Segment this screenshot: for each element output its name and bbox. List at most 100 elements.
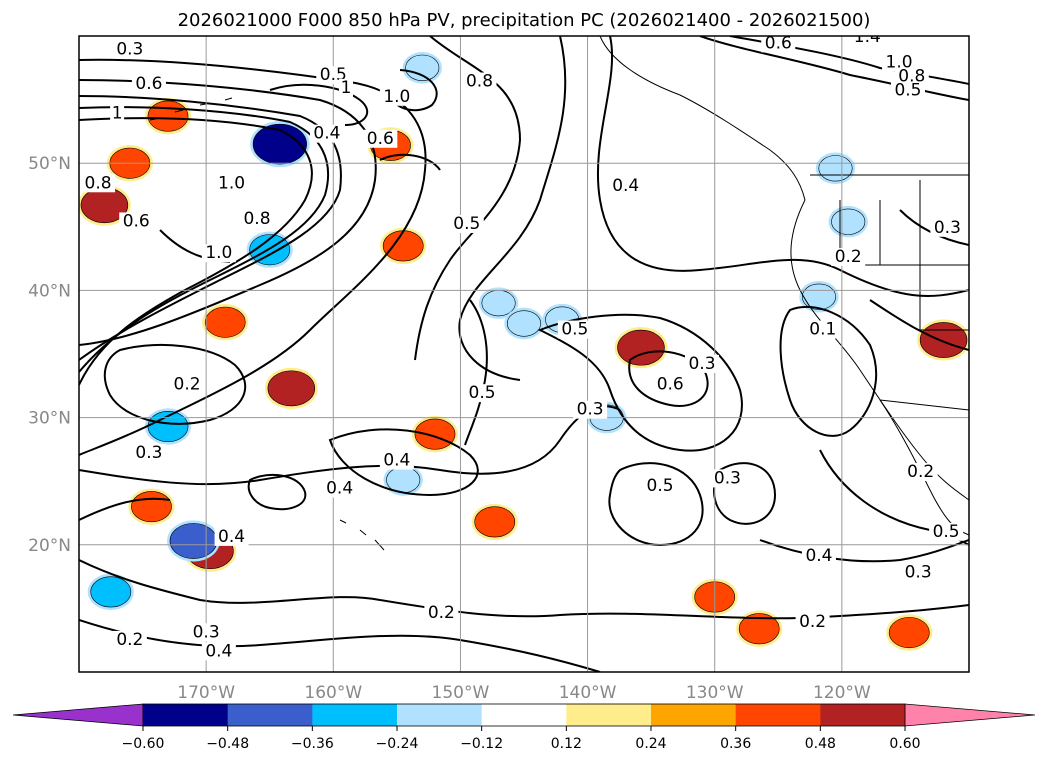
precip-area	[831, 208, 866, 235]
pv-contour-label-bg	[201, 642, 236, 661]
pv-contour-line	[628, 350, 709, 407]
colorbar-extend-max	[904, 703, 1036, 727]
pv-contour-line	[464, 299, 488, 446]
lon-tick-label: 160°W	[304, 683, 362, 703]
pv-contour-label-bg	[170, 375, 205, 394]
pv-contour-label-bg	[214, 527, 249, 546]
colorbar-tick-label: −0.36	[291, 736, 334, 752]
lat-tick-label: 40°N	[28, 281, 71, 301]
pv-contour-line	[869, 299, 969, 351]
pv-contour-label: 0.2	[799, 612, 826, 632]
pv-contour-label-bg	[424, 604, 459, 623]
pv-contour-line	[596, 36, 969, 297]
precip-area	[738, 613, 780, 645]
lon-tick-label: 140°W	[559, 683, 617, 703]
pv-contour-label: 0.2	[116, 630, 143, 650]
pv-contour-line	[713, 462, 777, 525]
precip-area	[267, 370, 316, 407]
colorbar-segment	[143, 704, 229, 726]
pv-contour-label-bg	[801, 546, 836, 565]
pv-contour-label-bg	[462, 72, 497, 91]
colorbar-tick-label: −0.60	[122, 736, 165, 752]
pv-contour-label-bg	[379, 87, 414, 106]
pv-contour-label: 0.3	[688, 354, 715, 374]
pv-contour-label-bg	[131, 443, 166, 462]
pv-contour-line	[537, 313, 743, 452]
pv-contour-label-bg	[929, 522, 964, 541]
pv-contour-line	[79, 106, 330, 373]
pv-contour-label: 1	[341, 78, 352, 98]
pv-contour-label-bg	[131, 75, 166, 94]
pv-contour-line	[379, 153, 441, 171]
lon-tick-label: 120°W	[813, 683, 871, 703]
colorbar-tick-label: 0.48	[805, 736, 836, 752]
pv-contour-line	[328, 428, 479, 497]
colorbar-extend-min	[12, 703, 144, 727]
precip-area	[382, 230, 424, 262]
pv-contour-label-bg	[573, 400, 608, 419]
pv-contour-label: 0.5	[453, 214, 480, 234]
pv-contour-label: 0.4	[313, 124, 340, 144]
colorbar-segment	[312, 704, 398, 726]
lat-tick-label: 20°N	[28, 536, 71, 556]
pv-contour-label-bg	[901, 563, 936, 582]
pv-contour-label-bg	[850, 36, 885, 46]
precip-area	[801, 283, 836, 310]
precip-area	[169, 523, 218, 559]
precip-area	[818, 155, 853, 182]
precip-area	[481, 290, 516, 317]
colorbar-frame	[142, 703, 906, 727]
pv-contour-label-bg	[903, 463, 938, 482]
border-us-mexico	[879, 399, 969, 411]
lon-tick-label: 130°W	[686, 683, 744, 703]
pv-contour-line	[458, 36, 567, 381]
pv-contour-label: 0.4	[326, 479, 353, 499]
precip-area	[405, 54, 440, 81]
colorbar-tick-label: −0.48	[206, 736, 249, 752]
pv-contour-label-bg	[882, 53, 917, 72]
pv-contour-label-bg	[449, 214, 484, 233]
aleutian-islands	[149, 97, 233, 121]
pv-contour-label: 0.3	[714, 468, 741, 488]
pv-contour-line	[79, 79, 377, 346]
map-area: 0.30.610.80.61.00.81.00.4 0.60.51.01 0.80.…	[78, 35, 970, 673]
colorbar-segment	[820, 704, 906, 726]
colorbar-segment	[227, 704, 313, 726]
pv-contour-label: 0.3	[135, 443, 162, 463]
pv-contour-label-bg	[805, 320, 840, 339]
pv-contour-line	[389, 69, 438, 112]
pv-contour-label-bg	[710, 469, 745, 488]
pv-contour-label: 0.5	[647, 476, 674, 496]
colorbar-segment	[651, 704, 737, 726]
pv-contour-label-bg	[685, 354, 719, 373]
pv-contour-label: 0.3	[116, 40, 143, 60]
pv-contour-line	[79, 619, 601, 672]
colorbar-tick-label: 0.36	[720, 736, 751, 752]
pv-contour-label: 0.3	[193, 622, 220, 642]
pv-contour-line	[779, 305, 878, 437]
pv-contour-label: 0.5	[894, 80, 921, 100]
pv-contour-label: 0.5	[561, 320, 588, 340]
precip-area	[90, 576, 132, 608]
precip-area	[888, 617, 930, 649]
pv-contour-line	[759, 539, 969, 563]
lon-tick-label: 170°W	[177, 683, 235, 703]
pv-contour-label: 1.0	[205, 243, 232, 263]
colorbar-tick-label: 0.12	[551, 736, 582, 752]
pv-contour-label-bg	[795, 613, 830, 632]
lon-tick-labels: 170°W 160°W 150°W 140°W 130°W 120°W	[177, 683, 871, 703]
pv-contour-label: 0.8	[85, 173, 112, 193]
pv-contour-lines	[79, 36, 969, 672]
pv-contour-label: 0.4	[612, 176, 639, 196]
pv-contour-label-bg	[240, 209, 274, 228]
pv-contour-label-bg	[322, 479, 357, 498]
precip-area	[414, 418, 456, 450]
precip-area	[131, 491, 172, 523]
pv-contour-label: 1.0	[218, 173, 245, 193]
pv-contour-line	[247, 473, 307, 511]
colorbar-segment	[397, 704, 483, 726]
lon-tick-label: 150°W	[432, 683, 490, 703]
pv-contour-line	[699, 36, 969, 101]
colorbar-segment	[735, 704, 821, 726]
